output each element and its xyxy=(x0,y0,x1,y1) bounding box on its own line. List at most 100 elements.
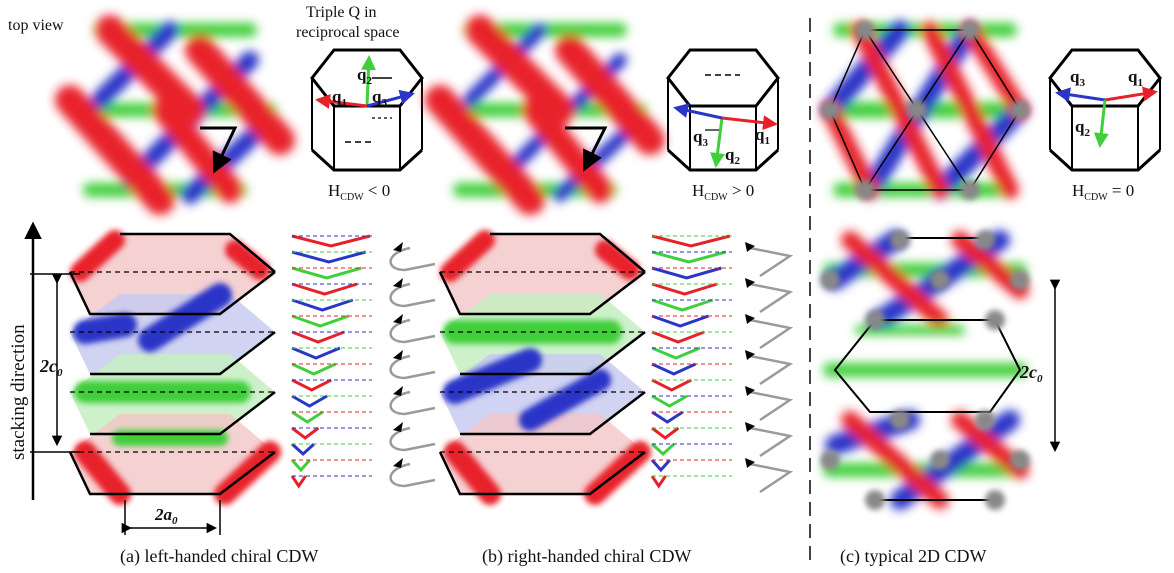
stacking-direction-label: stacking direction xyxy=(8,324,29,460)
zigzag-segment xyxy=(651,410,684,424)
helicity-c: HCDW = 0 xyxy=(1072,181,1134,203)
svg-text:q3: q3 xyxy=(1070,67,1085,89)
zigzag-segment xyxy=(651,362,697,376)
top-view-label: top view xyxy=(8,17,64,34)
helix-arrowhead-icon xyxy=(393,350,403,360)
helix-turn xyxy=(749,282,794,314)
helix-arrowhead-icon xyxy=(745,458,755,468)
panel-b-hex-prism xyxy=(666,48,780,172)
caption-a: (a) left-handed chiral CDW xyxy=(120,546,318,567)
svg-text:2c0: 2c0 xyxy=(39,356,63,379)
helix-turn xyxy=(749,462,794,494)
svg-text:q1: q1 xyxy=(755,125,770,147)
q1-sub: 1 xyxy=(341,97,347,109)
panel-b-zigzag-stack xyxy=(650,234,732,489)
helix-turn xyxy=(749,246,794,278)
helix-arrowhead-icon xyxy=(393,242,403,252)
c0-label-c: 2c xyxy=(1019,362,1037,382)
helix-turn xyxy=(749,318,794,350)
helix-arrowhead-icon xyxy=(745,386,755,396)
zigzag-segment xyxy=(651,314,710,328)
helix-arrowhead-icon xyxy=(393,386,403,396)
q2-sub: 2 xyxy=(366,75,372,87)
zigzag-segment xyxy=(291,410,324,424)
helix-arrowhead-icon xyxy=(393,278,403,288)
helix-arrowhead-icon xyxy=(745,242,755,252)
helix-arrowhead-icon xyxy=(745,350,755,360)
caption-c: (c) typical 2D CDW xyxy=(840,546,986,567)
q1-arrow xyxy=(315,94,368,109)
q1-label: q xyxy=(332,87,342,106)
svg-text:q2: q2 xyxy=(725,145,740,167)
rotation-arrow-icon xyxy=(200,126,238,174)
helix-turn xyxy=(749,354,794,386)
a0-label: 2a xyxy=(154,505,173,524)
svg-text:q2: q2 xyxy=(357,65,372,87)
zigzag-segment xyxy=(291,282,358,296)
helix-arrowhead-icon xyxy=(745,314,755,324)
panel-b-stack xyxy=(438,230,651,505)
zigzag-segment xyxy=(291,394,328,408)
zigzag-segment xyxy=(651,234,731,248)
q2-label: q xyxy=(357,65,367,84)
zigzag-segment xyxy=(291,266,362,280)
svg-text:2a0: 2a0 xyxy=(154,505,178,527)
q2-arrow xyxy=(361,55,376,107)
helix-turn xyxy=(389,318,436,344)
helix-arrowhead-icon xyxy=(393,422,403,432)
zigzag-segment xyxy=(291,378,332,392)
zigzag-segment xyxy=(291,330,345,344)
helix-turn xyxy=(749,390,794,422)
helix-turn xyxy=(749,426,794,458)
zigzag-segment xyxy=(651,346,701,360)
caption-b: (b) right-handed chiral CDW xyxy=(482,546,691,567)
zigzag-segment xyxy=(651,266,722,280)
svg-text:q3: q3 xyxy=(372,87,387,109)
zigzag-segment xyxy=(651,250,727,264)
panel-c-stack xyxy=(820,230,1030,510)
svg-text:q1: q1 xyxy=(1128,67,1143,89)
q3-sub: 3 xyxy=(381,97,387,109)
triple-q-title-line1: Triple Q in xyxy=(306,4,377,21)
helicity-b: HCDW > 0 xyxy=(692,181,754,203)
zigzag-segment xyxy=(650,442,676,457)
svg-text:2c0: 2c0 xyxy=(1019,362,1043,385)
red-stripe xyxy=(55,85,175,215)
panel-a-top-view xyxy=(55,15,295,215)
zigzag-segment xyxy=(651,378,692,392)
zigzag-segment xyxy=(291,234,371,248)
zigzag-segment xyxy=(291,426,320,440)
helix-arrowhead-icon xyxy=(745,422,755,432)
helix-turn xyxy=(389,354,436,380)
zigzag-segment xyxy=(291,346,341,360)
helix-turn xyxy=(389,390,436,416)
panel-a-helix xyxy=(389,242,436,488)
helix-turn xyxy=(389,246,436,272)
zigzag-segment xyxy=(291,250,367,264)
helix-arrowhead-icon xyxy=(393,314,403,324)
panel-a-hex-prism xyxy=(310,48,424,172)
zigzag-segment xyxy=(651,330,705,344)
panel-c-top-view xyxy=(820,20,1030,200)
c0-label-a: 2c xyxy=(39,356,57,376)
helix-arrowhead-icon xyxy=(393,458,403,468)
q3-arrow xyxy=(366,89,415,108)
zigzag-segment xyxy=(291,314,350,328)
svg-text:q1: q1 xyxy=(332,87,347,109)
zigzag-segment xyxy=(651,298,714,312)
q3-label: q xyxy=(372,87,382,106)
svg-text:q2: q2 xyxy=(1075,117,1090,139)
zigzag-segment xyxy=(651,426,680,440)
zigzag-segment xyxy=(290,475,307,489)
red-stripe xyxy=(185,35,295,155)
panel-a-stack xyxy=(68,230,281,505)
red-stripe xyxy=(152,97,243,203)
zigzag-segment xyxy=(651,282,718,296)
svg-text:q3: q3 xyxy=(693,127,708,149)
zigzag-segment xyxy=(651,394,688,408)
helix-arrowhead-icon xyxy=(745,278,755,288)
helix-turn xyxy=(389,462,436,488)
rotation-arrow-icon xyxy=(565,126,608,172)
helix-turn xyxy=(389,426,436,452)
